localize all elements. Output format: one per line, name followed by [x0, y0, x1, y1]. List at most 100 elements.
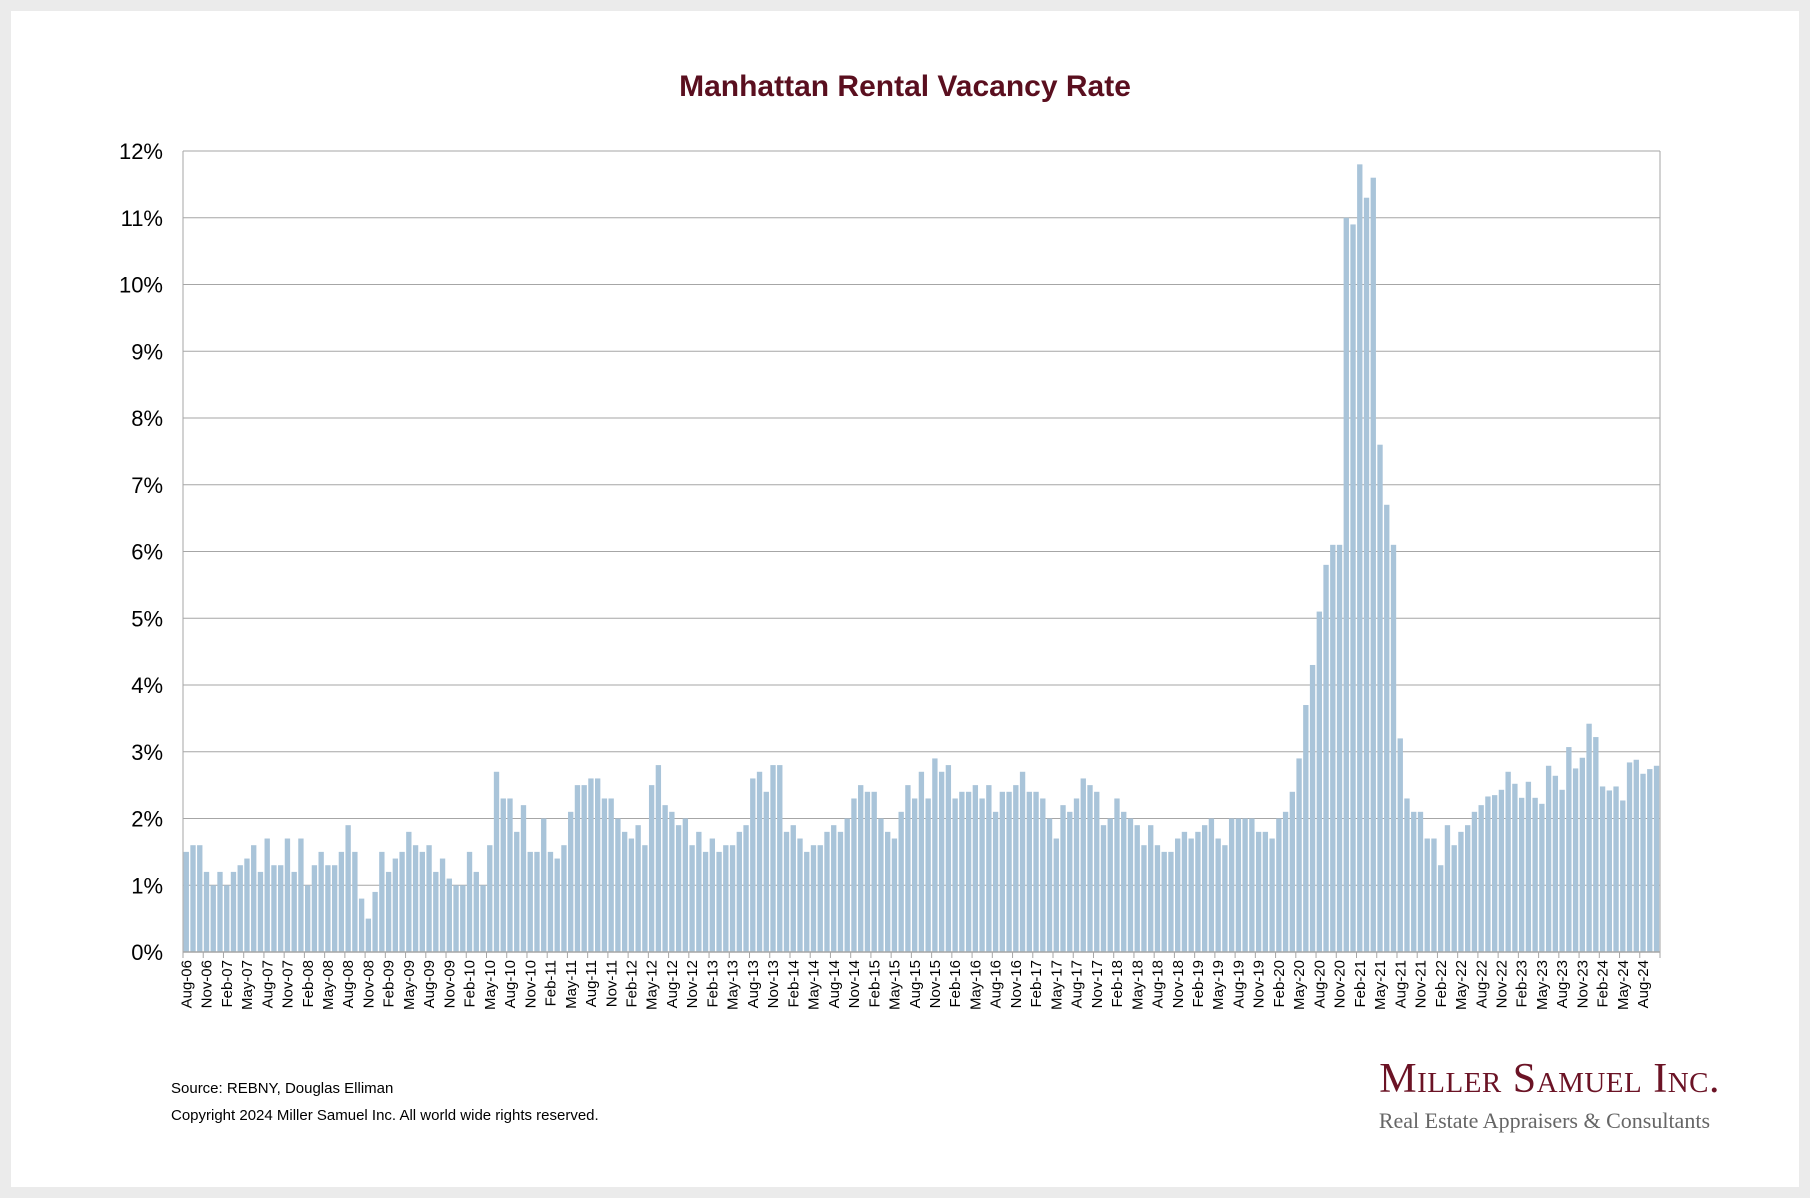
x-tick-label: Nov-09	[441, 960, 458, 1008]
bar	[938, 771, 945, 952]
bar	[493, 771, 500, 952]
bar	[527, 851, 533, 952]
x-tick-label: Aug-16	[988, 960, 1005, 1008]
bar	[217, 871, 223, 952]
bar	[1323, 564, 1329, 952]
bar	[365, 918, 372, 952]
bar	[898, 811, 904, 952]
bar	[358, 898, 365, 952]
bar	[750, 778, 756, 952]
bar	[662, 805, 668, 952]
x-tick-label: Feb-22	[1433, 960, 1450, 1008]
bar	[1633, 759, 1639, 952]
bar	[460, 885, 466, 952]
x-tick-label: May-12	[644, 960, 661, 1010]
bar	[237, 865, 243, 952]
bar	[412, 845, 419, 952]
bar	[352, 851, 358, 952]
bar	[1087, 785, 1093, 952]
bar	[675, 825, 682, 952]
x-tick-label: May-17	[1048, 960, 1065, 1010]
bar	[1586, 723, 1592, 952]
bar	[1593, 737, 1599, 952]
bar	[871, 791, 877, 952]
bar	[1417, 811, 1424, 952]
bar	[743, 825, 749, 952]
bar	[1154, 845, 1161, 952]
x-tick-label: Nov-16	[1008, 960, 1025, 1008]
y-tick-label: 4%	[131, 673, 163, 698]
bar	[345, 825, 351, 952]
x-tick-label: Aug-18	[1150, 960, 1167, 1008]
bar	[1330, 544, 1336, 952]
bar	[1411, 811, 1417, 952]
x-tick-label: Feb-19	[1190, 960, 1207, 1008]
bar	[851, 798, 857, 952]
bar	[1390, 544, 1397, 952]
bar	[1215, 838, 1221, 952]
x-tick-label: May-14	[806, 960, 823, 1010]
bar	[716, 851, 722, 952]
x-tick-label: Nov-06	[199, 960, 216, 1008]
bar	[601, 798, 608, 952]
bar	[480, 885, 486, 952]
bar	[338, 851, 345, 952]
bar	[1060, 805, 1066, 952]
bar	[1647, 769, 1653, 952]
x-tick-label: Feb-12	[623, 960, 640, 1008]
x-tick-label: Aug-10	[502, 960, 519, 1008]
x-tick-label: Feb-13	[704, 960, 721, 1008]
x-tick-label: Aug-15	[907, 960, 924, 1008]
bar	[1289, 791, 1296, 952]
bar	[304, 885, 311, 952]
bar	[965, 791, 972, 952]
bar	[1242, 818, 1248, 952]
bar	[1505, 771, 1511, 952]
x-tick-label: Nov-14	[846, 960, 863, 1008]
x-tick-label: Feb-24	[1595, 960, 1612, 1008]
bar	[682, 818, 689, 952]
bar	[918, 771, 925, 952]
bar	[756, 771, 763, 952]
x-tick-label: Feb-17	[1028, 960, 1045, 1008]
bar	[318, 851, 324, 952]
bar	[1107, 818, 1113, 952]
bar	[541, 818, 547, 952]
x-tick-label: Feb-07	[219, 960, 236, 1008]
x-tick-label: May-09	[401, 960, 418, 1010]
bar	[1262, 831, 1269, 952]
x-tick-label: Aug-12	[664, 960, 681, 1008]
bar	[1019, 771, 1026, 952]
x-tick-label: Nov-19	[1251, 960, 1268, 1008]
bar	[655, 765, 662, 952]
bar	[1343, 217, 1349, 952]
bar	[1451, 845, 1457, 952]
x-tick-label: May-11	[563, 960, 580, 1009]
bar	[1363, 197, 1370, 953]
bar	[1552, 775, 1559, 952]
bar	[992, 811, 999, 952]
bar	[271, 865, 277, 952]
bar	[1518, 797, 1525, 952]
bar	[190, 845, 196, 952]
x-tick-label: Aug-11	[583, 960, 600, 1007]
bar	[1276, 818, 1282, 952]
bar	[1094, 791, 1100, 952]
x-tick-label: May-19	[1210, 960, 1227, 1010]
bar	[810, 845, 817, 952]
bar	[1532, 797, 1538, 952]
bar	[797, 838, 803, 952]
bar	[1121, 811, 1127, 952]
bar	[723, 845, 729, 952]
bar	[1067, 811, 1073, 952]
bar	[392, 858, 399, 952]
x-tick-label: May-13	[725, 960, 742, 1010]
company-tagline: Real Estate Appraisers & Consultants	[1378, 1108, 1710, 1133]
x-tick-label: May-20	[1291, 960, 1308, 1010]
bar	[1201, 825, 1208, 952]
x-tick-label: Aug-08	[340, 960, 357, 1008]
bar	[1384, 504, 1390, 952]
bar	[952, 798, 958, 952]
bar	[777, 765, 783, 952]
